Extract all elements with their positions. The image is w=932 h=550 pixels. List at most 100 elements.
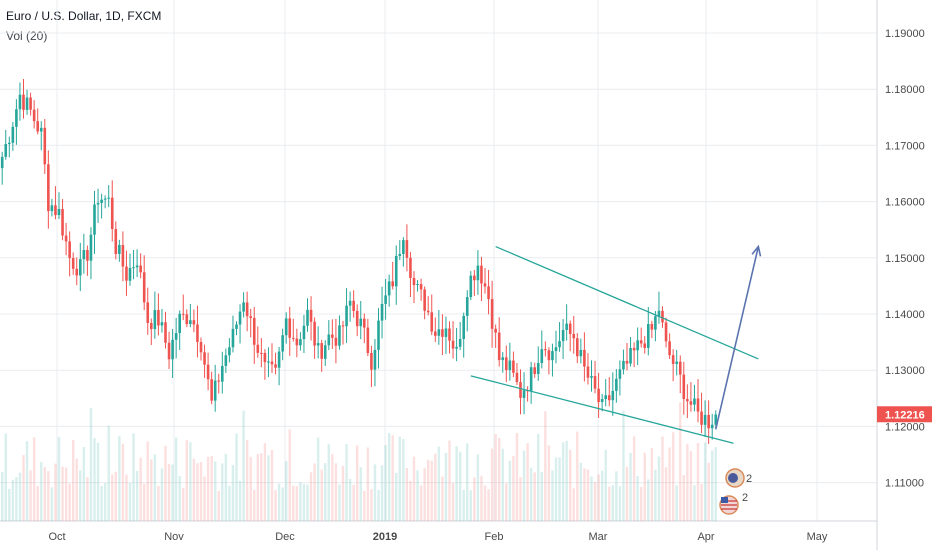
candle <box>316 343 320 346</box>
volume-bar <box>334 463 338 521</box>
y-tick-label: 1.14000 <box>885 309 925 321</box>
candle <box>284 318 288 336</box>
volume-bar <box>86 477 89 521</box>
candle <box>604 395 607 400</box>
candle <box>146 302 150 323</box>
volume-bar <box>235 433 238 521</box>
candle <box>391 281 394 287</box>
candle <box>448 328 451 341</box>
volume-bar <box>75 458 78 521</box>
candle <box>86 250 89 261</box>
volume-bar <box>210 455 213 521</box>
candle <box>703 414 707 425</box>
candle <box>618 369 622 379</box>
candle <box>675 361 678 364</box>
candle <box>338 325 341 346</box>
candle <box>345 305 348 327</box>
volume-bar <box>171 464 174 521</box>
volume-bar <box>139 457 142 521</box>
volume-bar <box>380 465 384 521</box>
candle <box>600 399 604 403</box>
volume-bar <box>434 453 437 521</box>
candle <box>164 322 167 343</box>
candle <box>572 333 576 339</box>
volume-bar <box>153 454 157 521</box>
volume-bar <box>238 480 242 521</box>
candle <box>696 398 700 412</box>
candle <box>363 318 366 328</box>
candle <box>714 414 718 425</box>
event-icon-inner <box>728 473 738 483</box>
volume-bar <box>576 431 579 521</box>
candle <box>668 341 671 356</box>
candle <box>228 347 231 356</box>
volume-bar <box>29 470 32 521</box>
volume-bar <box>416 470 419 521</box>
projection-arrow-head[interactable] <box>751 244 762 257</box>
event-count: 2 <box>742 492 748 504</box>
volume-bar <box>494 434 497 521</box>
channel-lower-line[interactable] <box>470 375 734 444</box>
candle <box>515 372 519 383</box>
volume-bar <box>462 489 465 521</box>
candle <box>412 277 416 286</box>
volume-bar <box>72 439 75 521</box>
volume-bar <box>458 451 462 521</box>
volume-bar <box>22 455 25 521</box>
volume-bar <box>150 459 153 521</box>
candle <box>536 363 540 374</box>
volume-bar <box>192 458 196 521</box>
candle <box>671 355 675 364</box>
candle <box>554 347 558 352</box>
candle <box>522 390 526 398</box>
candle <box>647 323 650 348</box>
candle <box>586 366 590 378</box>
projection-arrow-line[interactable] <box>714 246 760 430</box>
volume-bar <box>178 476 181 521</box>
volume-bar <box>221 463 224 521</box>
volume-bar <box>387 433 391 521</box>
candle <box>47 164 50 212</box>
volume-bar <box>600 470 604 521</box>
volume-bar <box>451 482 455 521</box>
volume-bar <box>522 450 526 521</box>
volume-bar <box>412 456 416 521</box>
candle <box>615 378 618 391</box>
volume-bar <box>505 483 508 521</box>
volume-bar <box>671 432 675 521</box>
candle <box>263 352 267 363</box>
x-tick-label: Oct <box>48 531 65 543</box>
x-tick-label: Feb <box>485 531 504 543</box>
volume-bar <box>160 468 164 521</box>
candle <box>451 340 455 349</box>
candle <box>678 361 682 375</box>
volume-bar <box>270 450 274 521</box>
volume-bar <box>483 485 487 521</box>
volume-bar <box>590 476 593 521</box>
volume-bar <box>338 484 341 521</box>
volume-bar <box>398 436 401 521</box>
volume-bar <box>64 467 68 521</box>
candle <box>544 349 547 351</box>
y-tick-label: 1.19000 <box>885 28 925 40</box>
volume-bar <box>618 486 622 521</box>
volume-bar <box>82 447 86 521</box>
candle <box>54 205 57 216</box>
candle <box>593 376 597 389</box>
channel-upper-line[interactable] <box>495 245 759 360</box>
candle <box>313 321 316 346</box>
candle <box>664 322 668 342</box>
candle <box>402 240 405 255</box>
candle <box>306 309 309 326</box>
volume-bar <box>611 485 614 521</box>
volume-bar <box>551 470 554 521</box>
candle <box>39 127 43 132</box>
candle <box>501 357 505 361</box>
volume-bar <box>217 490 220 521</box>
volume-bar <box>501 448 504 521</box>
candle <box>423 289 426 311</box>
volume-bar <box>277 483 281 521</box>
volume-bar <box>547 445 551 521</box>
candle <box>89 234 93 261</box>
